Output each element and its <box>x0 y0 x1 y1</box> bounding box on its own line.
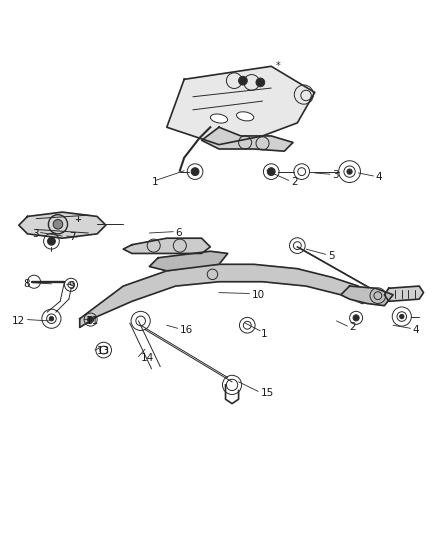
Text: 2: 2 <box>291 176 297 187</box>
Polygon shape <box>149 251 228 271</box>
Text: +: + <box>74 215 81 224</box>
Polygon shape <box>80 264 376 327</box>
Text: 3: 3 <box>32 229 39 239</box>
Circle shape <box>353 315 359 321</box>
Text: 2: 2 <box>350 322 356 333</box>
Circle shape <box>256 78 265 87</box>
Ellipse shape <box>237 112 254 121</box>
Circle shape <box>267 168 275 175</box>
Text: 5: 5 <box>328 251 335 261</box>
Text: 1: 1 <box>260 329 267 339</box>
Circle shape <box>88 317 94 322</box>
Circle shape <box>191 168 199 175</box>
Text: 7: 7 <box>69 232 75 242</box>
Text: 16: 16 <box>180 325 193 335</box>
Circle shape <box>47 237 55 245</box>
Circle shape <box>53 220 63 229</box>
Text: 12: 12 <box>12 316 25 326</box>
Circle shape <box>239 76 247 85</box>
Polygon shape <box>19 212 106 238</box>
Text: 6: 6 <box>176 228 182 238</box>
Polygon shape <box>167 66 315 144</box>
Text: 11: 11 <box>86 316 99 326</box>
Text: 10: 10 <box>252 290 265 300</box>
Text: 4: 4 <box>376 172 382 182</box>
Text: 1: 1 <box>152 176 158 187</box>
Circle shape <box>49 317 53 321</box>
Circle shape <box>399 314 404 319</box>
Polygon shape <box>385 286 424 301</box>
Polygon shape <box>201 127 293 151</box>
Text: *: * <box>276 61 280 71</box>
Text: 14: 14 <box>141 353 154 363</box>
Text: 4: 4 <box>413 325 419 335</box>
Text: 15: 15 <box>260 387 274 398</box>
Circle shape <box>347 169 352 174</box>
Polygon shape <box>123 238 210 254</box>
Text: 3: 3 <box>332 170 339 180</box>
Ellipse shape <box>210 114 228 123</box>
Text: 9: 9 <box>69 281 75 291</box>
Text: 8: 8 <box>23 279 30 289</box>
Polygon shape <box>341 286 393 305</box>
Text: 13: 13 <box>97 346 110 357</box>
